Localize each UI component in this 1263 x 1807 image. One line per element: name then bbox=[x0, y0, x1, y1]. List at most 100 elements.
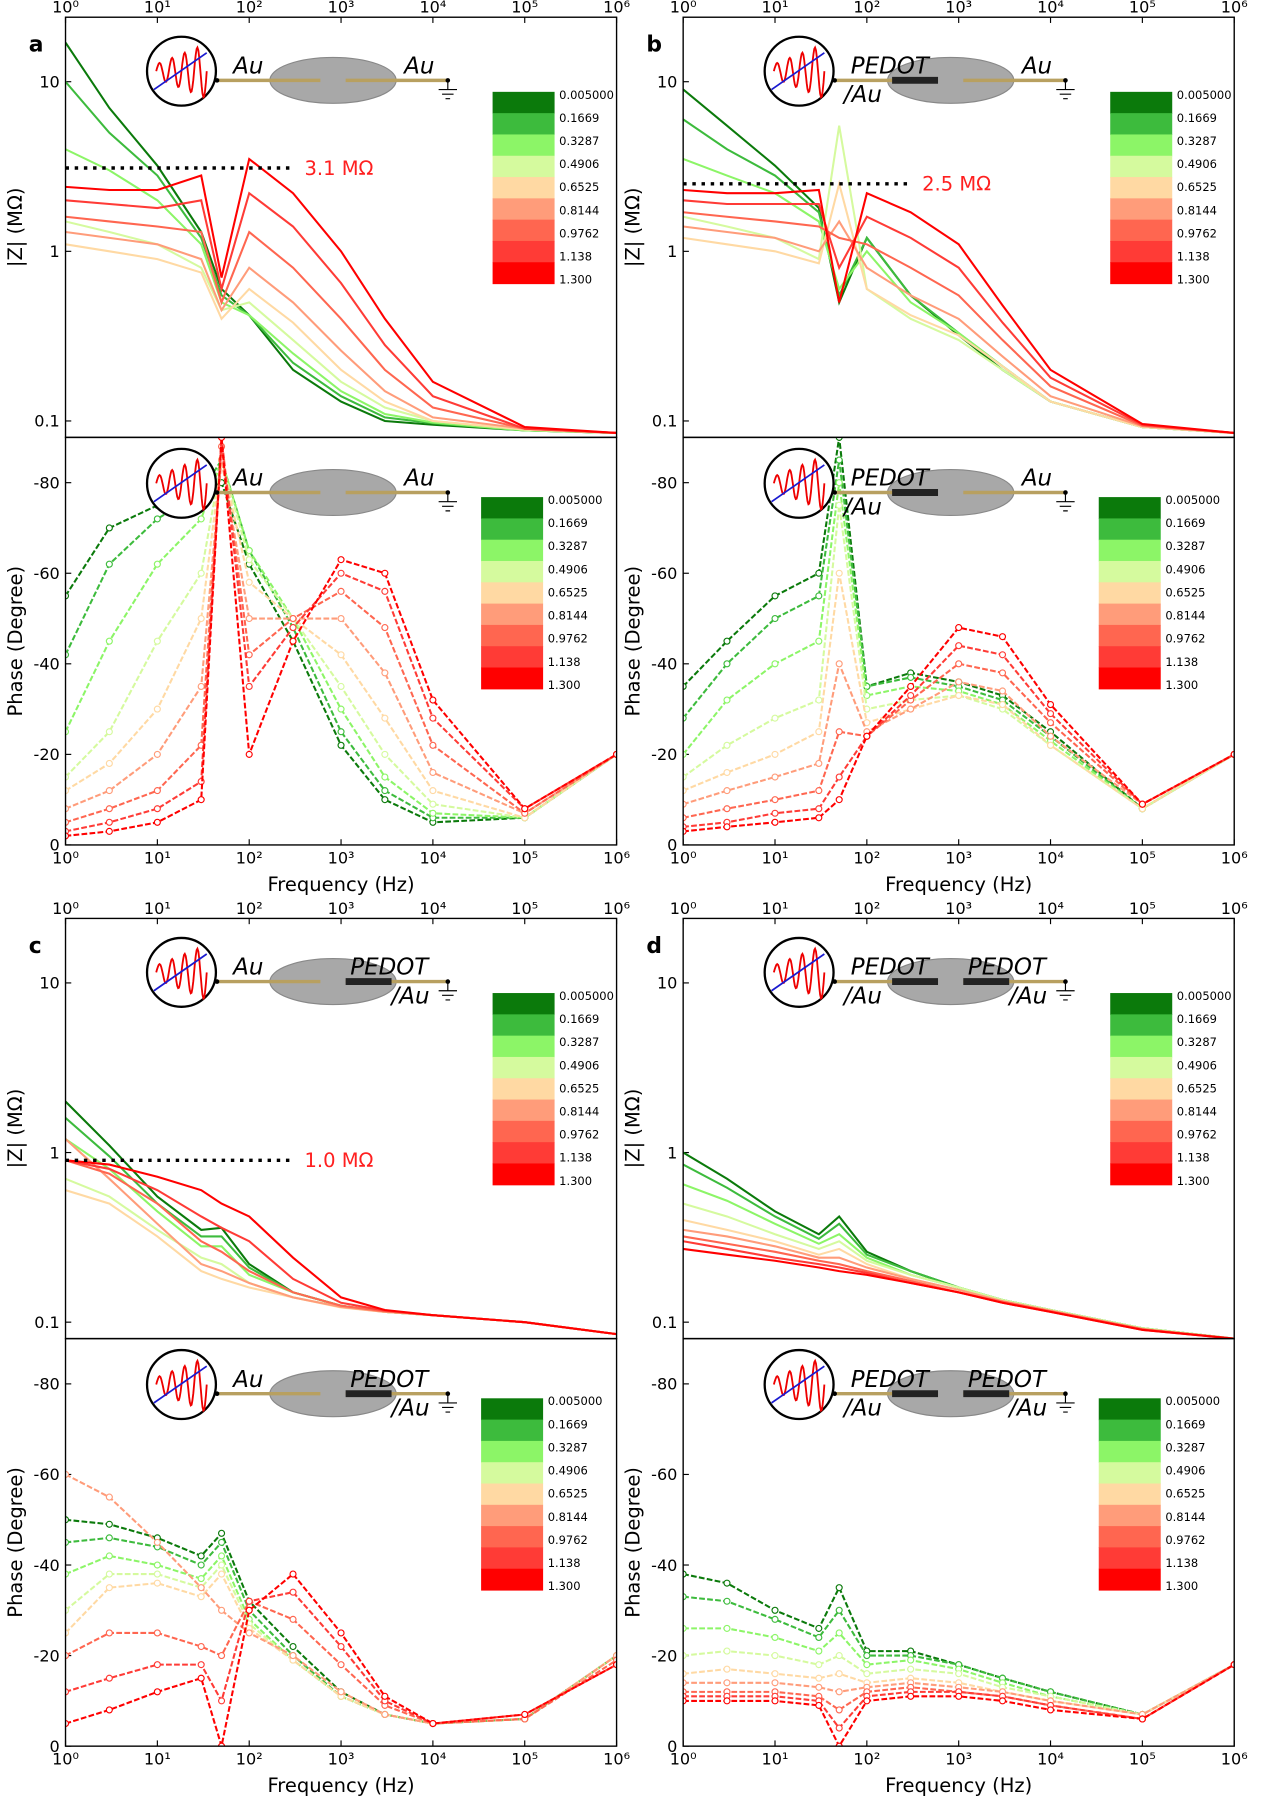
marker bbox=[835, 796, 843, 804]
legend-label: 1.300 bbox=[548, 678, 581, 692]
marker bbox=[289, 1615, 297, 1623]
y-tick-label: -20 bbox=[651, 745, 677, 764]
legend-label: 0.3287 bbox=[1177, 1035, 1217, 1049]
marker bbox=[381, 624, 389, 632]
marker bbox=[245, 556, 253, 564]
x-tick-label: 10¹ bbox=[762, 899, 789, 918]
marker bbox=[217, 1552, 226, 1560]
legend-swatch bbox=[492, 1078, 555, 1101]
marker bbox=[337, 1661, 345, 1669]
legend-label: 0.6525 bbox=[1177, 1081, 1217, 1095]
marker bbox=[217, 1538, 226, 1546]
ground bbox=[438, 1393, 457, 1413]
legend-label: 0.3287 bbox=[1165, 539, 1205, 553]
marker bbox=[998, 669, 1007, 677]
marker bbox=[337, 651, 345, 659]
x-tick-label: 10⁴ bbox=[1037, 1750, 1064, 1769]
marker bbox=[105, 827, 113, 835]
legend-label: 1.300 bbox=[559, 273, 592, 287]
marker bbox=[105, 524, 113, 532]
series-line bbox=[683, 211, 1235, 434]
marker bbox=[1046, 710, 1055, 718]
marker bbox=[429, 787, 437, 795]
marker bbox=[835, 1584, 843, 1592]
series-line bbox=[683, 1228, 1235, 1339]
legend-label: 0.9762 bbox=[1177, 1128, 1217, 1142]
legend-swatch bbox=[1098, 1462, 1161, 1485]
ground bbox=[1056, 492, 1075, 512]
legend-label: 0.6525 bbox=[1165, 1487, 1205, 1501]
marker bbox=[197, 1561, 205, 1569]
legend-label: 0.3287 bbox=[1165, 1440, 1205, 1454]
marker bbox=[105, 728, 113, 736]
series-line bbox=[65, 1536, 617, 1725]
legend-swatch bbox=[492, 1056, 555, 1079]
marker bbox=[815, 637, 823, 645]
marker bbox=[835, 1670, 843, 1678]
x-tick-label: 10⁴ bbox=[419, 848, 446, 867]
x-tick-label: 10² bbox=[853, 848, 880, 867]
legend-swatch bbox=[481, 1398, 544, 1421]
legend-swatch bbox=[1098, 667, 1161, 690]
marker bbox=[105, 637, 113, 645]
y-tick-label: -20 bbox=[34, 745, 60, 764]
marker bbox=[337, 556, 345, 564]
series-line bbox=[683, 1663, 1235, 1730]
marker bbox=[521, 805, 529, 813]
marker bbox=[381, 796, 389, 804]
panel: 0 -20 -40 -60 -80 10⁰ 10¹ 10² 10³ 10⁴ 10⁵ 10⁶ Phase … bbox=[4, 1337, 630, 1797]
marker bbox=[105, 1570, 113, 1578]
electrode-label: /Au bbox=[1007, 1396, 1047, 1422]
marker bbox=[197, 682, 205, 691]
marker bbox=[153, 1688, 161, 1696]
legend-swatch bbox=[1098, 518, 1161, 541]
x-tick-label: 10³ bbox=[328, 899, 355, 918]
marker bbox=[337, 705, 345, 713]
legend-label: 0.1669 bbox=[559, 1012, 599, 1026]
x-axis-label: Frequency (Hz) bbox=[268, 873, 415, 896]
ramp bbox=[771, 52, 825, 91]
panel: 0 -20 -40 -60 -80 10⁰ 10¹ 10² 10³ 10⁴ 10⁵ 10⁶ Phase … bbox=[622, 436, 1248, 896]
marker bbox=[105, 1674, 113, 1682]
marker bbox=[153, 750, 161, 758]
marker bbox=[998, 687, 1007, 695]
y-tick-label: -60 bbox=[34, 564, 60, 583]
legend-label: 1.300 bbox=[1165, 678, 1198, 692]
legend-swatch bbox=[1110, 155, 1173, 178]
legend-swatch bbox=[1098, 624, 1161, 647]
legend-label: 0.8144 bbox=[559, 203, 599, 217]
y-tick-label: -40 bbox=[651, 1556, 677, 1575]
x-tick-label: 10³ bbox=[945, 848, 972, 867]
legend-label: 0.3287 bbox=[559, 1035, 599, 1049]
x-tick-label: 10³ bbox=[328, 848, 355, 867]
x-tick-label: 10⁰ bbox=[52, 899, 79, 918]
marker bbox=[815, 728, 823, 736]
electrode-label: /Au bbox=[1007, 983, 1047, 1009]
legend-swatch bbox=[1098, 603, 1161, 626]
y-tick-label: 0 bbox=[667, 1737, 677, 1756]
x-tick-label: 10⁴ bbox=[419, 1750, 446, 1769]
x-axis-label: Frequency (Hz) bbox=[885, 1774, 1032, 1797]
series-line bbox=[683, 626, 1235, 833]
x-tick-label: 10¹ bbox=[144, 1750, 171, 1769]
marker bbox=[835, 479, 843, 487]
x-tick-label: 10⁵ bbox=[511, 899, 538, 918]
y-tick-label: -60 bbox=[651, 564, 677, 583]
marker bbox=[105, 1706, 113, 1714]
marker bbox=[998, 651, 1007, 659]
legend-swatch bbox=[1098, 1526, 1161, 1548]
electrode-label: /Au bbox=[842, 494, 882, 520]
marker bbox=[771, 1670, 779, 1678]
legend-label: 0.6525 bbox=[1177, 180, 1217, 194]
marker bbox=[197, 614, 205, 623]
legend-swatch bbox=[481, 497, 544, 519]
series-line bbox=[683, 1183, 1235, 1339]
legend-label: 0.6525 bbox=[548, 585, 588, 599]
legend-label: 0.8144 bbox=[1177, 203, 1217, 217]
legend-label: 0.8144 bbox=[548, 609, 588, 623]
legend-swatch bbox=[481, 1547, 544, 1570]
marker bbox=[153, 1570, 161, 1578]
legend-swatch bbox=[481, 1419, 544, 1442]
legend-label: 0.8144 bbox=[548, 1510, 588, 1524]
